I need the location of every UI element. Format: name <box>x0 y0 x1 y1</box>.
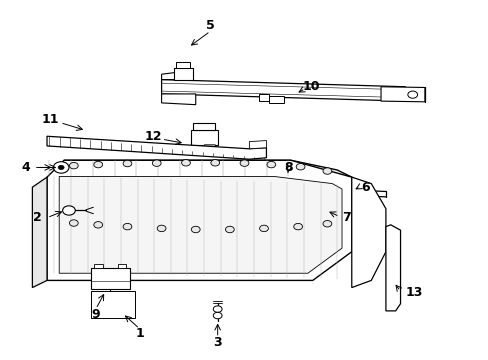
Circle shape <box>259 225 268 231</box>
Text: 12: 12 <box>144 130 161 144</box>
Polygon shape <box>249 140 266 149</box>
Polygon shape <box>193 123 215 130</box>
Circle shape <box>313 205 326 214</box>
Circle shape <box>407 91 417 98</box>
Circle shape <box>69 162 78 169</box>
Circle shape <box>323 221 331 227</box>
Circle shape <box>58 165 64 170</box>
Circle shape <box>225 226 234 233</box>
Text: 6: 6 <box>361 181 369 194</box>
Polygon shape <box>203 145 217 154</box>
Text: 10: 10 <box>303 80 320 93</box>
Text: 9: 9 <box>91 308 100 321</box>
Text: 11: 11 <box>41 113 59 126</box>
Circle shape <box>94 161 102 168</box>
Circle shape <box>62 206 75 215</box>
Circle shape <box>283 176 290 181</box>
Text: 8: 8 <box>284 161 292 174</box>
Text: 13: 13 <box>405 287 422 300</box>
Circle shape <box>210 159 219 166</box>
Polygon shape <box>351 177 385 288</box>
Polygon shape <box>161 72 176 80</box>
Circle shape <box>240 160 248 166</box>
Polygon shape <box>283 180 290 184</box>
Circle shape <box>191 226 200 233</box>
Bar <box>118 264 126 268</box>
Text: 4: 4 <box>21 161 30 174</box>
Polygon shape <box>32 177 47 288</box>
Circle shape <box>53 162 69 173</box>
Bar <box>176 62 189 68</box>
Polygon shape <box>190 130 217 145</box>
Bar <box>91 268 130 289</box>
Text: 3: 3 <box>213 336 222 348</box>
Circle shape <box>181 159 190 166</box>
Circle shape <box>323 168 331 174</box>
Polygon shape <box>268 96 283 103</box>
Bar <box>173 68 193 80</box>
Polygon shape <box>161 80 405 101</box>
Text: 7: 7 <box>341 211 350 224</box>
Text: 2: 2 <box>33 211 42 224</box>
Text: 1: 1 <box>135 327 144 340</box>
Polygon shape <box>47 136 266 159</box>
Polygon shape <box>385 225 400 311</box>
Circle shape <box>123 160 132 167</box>
Polygon shape <box>380 87 424 102</box>
Circle shape <box>293 224 302 230</box>
Polygon shape <box>47 160 351 280</box>
Circle shape <box>266 161 275 168</box>
Circle shape <box>213 306 222 312</box>
Circle shape <box>157 225 165 231</box>
Polygon shape <box>300 188 305 194</box>
Polygon shape <box>281 176 293 180</box>
Bar <box>94 264 103 268</box>
Polygon shape <box>193 145 203 152</box>
Circle shape <box>123 224 132 230</box>
Circle shape <box>69 220 78 226</box>
Circle shape <box>94 222 102 228</box>
Polygon shape <box>64 160 351 177</box>
Text: 5: 5 <box>205 19 214 32</box>
Bar <box>91 291 135 318</box>
Circle shape <box>296 163 305 170</box>
Polygon shape <box>259 94 268 101</box>
Circle shape <box>213 312 222 319</box>
Polygon shape <box>161 94 195 105</box>
Circle shape <box>152 160 161 166</box>
Polygon shape <box>59 176 341 273</box>
